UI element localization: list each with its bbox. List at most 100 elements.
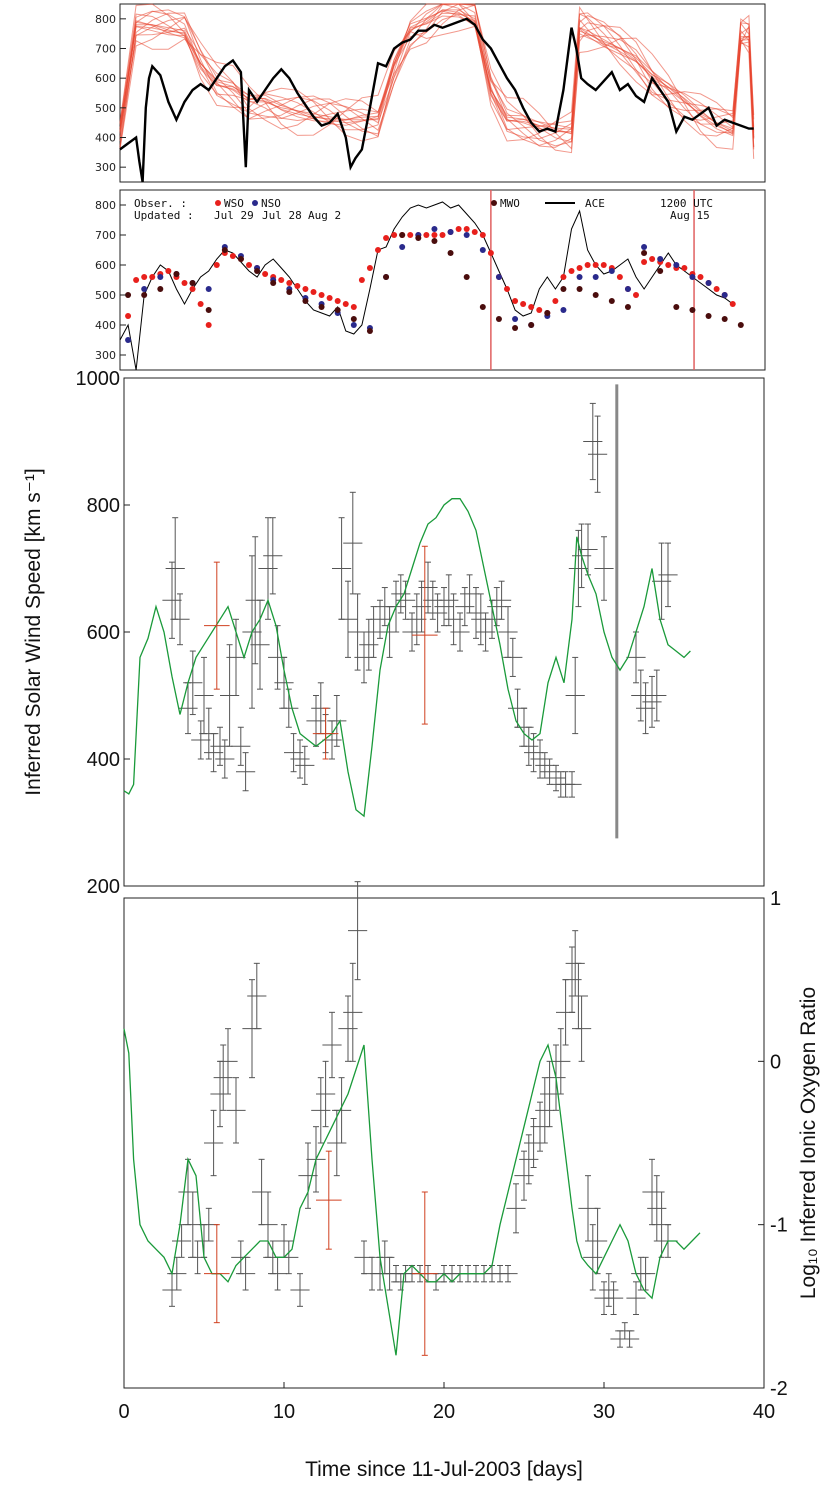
legend-ace: ACE (585, 197, 605, 210)
nso-point (495, 274, 502, 280)
wso-point (479, 232, 486, 238)
mwo-point (302, 298, 309, 304)
wso-point (181, 280, 188, 286)
mwo-point (318, 304, 325, 310)
nso-point (125, 337, 132, 343)
mwo-point (705, 313, 712, 319)
panel-ensemble: 300 400 500 600 700 800 (95, 3, 755, 183)
mwo-point (334, 307, 341, 313)
y-tick-label: -2 (770, 1378, 788, 1400)
wso-point (326, 295, 333, 301)
x-tick-label: 0 (118, 1401, 129, 1423)
wso-point (366, 265, 373, 271)
nso-point (673, 262, 680, 268)
wso-point (358, 277, 365, 283)
y-tick-label: 500 (95, 102, 116, 115)
y-tick-label: 400 (95, 132, 116, 145)
mwo-point (463, 274, 470, 280)
mwo-point (189, 280, 196, 286)
wso-point (334, 298, 341, 304)
wso-point (407, 232, 414, 238)
y-tick-label: 600 (95, 259, 116, 272)
nso-point (576, 274, 583, 280)
wso-point (649, 256, 656, 262)
mwo-point (721, 316, 728, 322)
wso-point (149, 274, 156, 280)
mwo-point (689, 307, 696, 313)
nso-point (705, 280, 712, 286)
wso-point (342, 301, 349, 307)
mwo-point (528, 322, 535, 328)
nso-point (657, 256, 664, 262)
x-tick-label: 30 (593, 1401, 615, 1423)
ensemble-member-line (119, 3, 755, 159)
ensemble-member-line (119, 15, 755, 137)
x-tick-label: 20 (433, 1401, 455, 1423)
mwo-point (512, 325, 519, 331)
mwo-point (560, 286, 567, 292)
wso-point (294, 283, 301, 289)
wso-point (391, 232, 398, 238)
wso-point (213, 262, 220, 268)
model-speed-line (123, 498, 691, 818)
wso-point (229, 253, 236, 259)
legend-wso: WSO (224, 197, 244, 210)
mwo-point (608, 298, 615, 304)
mwo-point (383, 274, 390, 280)
wso-point (633, 292, 639, 298)
wso-point (197, 301, 204, 307)
y-tick-label: 600 (95, 72, 116, 85)
y-tick-label: 700 (95, 43, 116, 56)
wso-point (568, 268, 575, 274)
mwo-point (415, 235, 422, 241)
mwo-point (737, 322, 744, 328)
mwo-point (673, 304, 680, 310)
mwo-point (366, 328, 373, 334)
legend-time: 1200 UTC (660, 197, 713, 210)
mwo-point (447, 250, 454, 256)
legend-mwo-date: Aug 2 (308, 209, 341, 222)
mwo-point (350, 316, 357, 322)
mwo-point (624, 304, 631, 310)
wso-point (125, 313, 132, 319)
nso-point (592, 274, 599, 280)
wso-point (504, 286, 510, 292)
wso-point (665, 262, 672, 268)
mwo-point (641, 250, 648, 256)
mwo-point (254, 268, 261, 274)
y-tick-label: 400 (95, 319, 116, 332)
y-tick-label: 800 (87, 495, 120, 517)
mwo-point (592, 292, 599, 298)
mwo-point (141, 292, 148, 298)
mwo-point (576, 286, 583, 292)
panel-speed-frame (123, 377, 765, 887)
wso-point (383, 235, 390, 241)
wso-point (641, 259, 648, 265)
wso-point (560, 274, 567, 280)
y-tick-label: 300 (95, 349, 116, 362)
mwo-point (479, 304, 486, 310)
wso-point (536, 307, 543, 313)
wso-point (431, 232, 438, 238)
wso-point (350, 304, 357, 310)
mwo-point (286, 289, 293, 295)
panel-ensemble-frame (119, 3, 766, 183)
wso-point (512, 298, 519, 304)
wso-point (471, 229, 478, 235)
y-tick-label: 600 (87, 622, 120, 644)
ensemble-member-line (119, 25, 755, 150)
panel-model-comparison: 300 400 500 600 700 800 (95, 190, 744, 371)
y-tick-label: 800 (95, 13, 116, 26)
wso-point (487, 250, 494, 256)
x-tick-label: 10 (273, 1401, 295, 1423)
nso-point (350, 322, 357, 328)
legend-observed-label: Obser. : (134, 197, 187, 210)
y-tick-label: -1 (770, 1215, 788, 1237)
y-tick-label: 400 (87, 749, 120, 771)
wso-point (729, 301, 736, 307)
wso-point (463, 226, 470, 232)
nso-point (141, 286, 148, 292)
wso-point (713, 286, 720, 292)
mwo-point (173, 271, 180, 277)
legend-mwo: MWO (500, 197, 520, 210)
